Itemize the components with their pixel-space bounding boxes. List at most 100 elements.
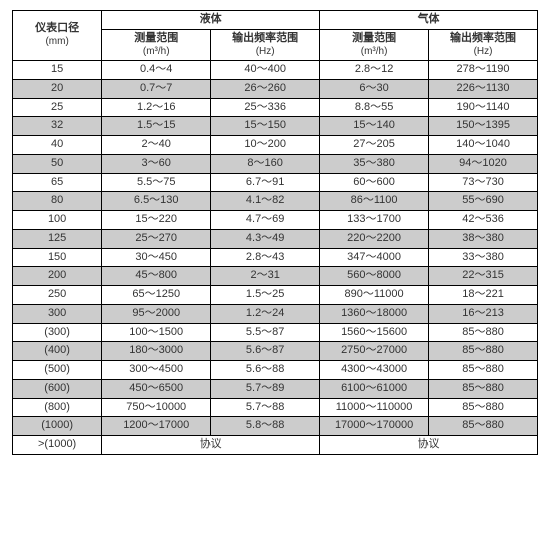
cell: 1560～15600	[320, 323, 429, 342]
cell: 38～380	[429, 229, 538, 248]
cell: 1360～18000	[320, 304, 429, 323]
table-header: 仪表口径 (mm) 液体 气体 测量范围 (m³/h) 输出频率范围 (Hz) …	[13, 11, 538, 61]
cell: 6.7～91	[211, 173, 320, 192]
cell: 190～1140	[429, 98, 538, 117]
cell: 2.8～12	[320, 61, 429, 80]
cell: 55～690	[429, 192, 538, 211]
cell: 140～1040	[429, 136, 538, 155]
cell: 65	[13, 173, 102, 192]
cell: 26～260	[211, 79, 320, 98]
cell: (500)	[13, 361, 102, 380]
cell: 2～40	[102, 136, 211, 155]
header-diameter: 仪表口径 (mm)	[13, 11, 102, 61]
cell: 300～4500	[102, 361, 211, 380]
cell: 85～880	[429, 361, 538, 380]
cell: 2.8～43	[211, 248, 320, 267]
cell: (400)	[13, 342, 102, 361]
table-row: 12525～2704.3～49220～220038～380	[13, 229, 538, 248]
cell: 16～213	[429, 304, 538, 323]
cell: 30～450	[102, 248, 211, 267]
cell: 42～536	[429, 211, 538, 230]
cell: 85～880	[429, 323, 538, 342]
cell: 278～1190	[429, 61, 538, 80]
cell: 25～270	[102, 229, 211, 248]
cell: >(1000)	[13, 436, 102, 455]
cell: 15～150	[211, 117, 320, 136]
cell: 100	[13, 211, 102, 230]
cell: 85～880	[429, 417, 538, 436]
cell: 0.4～4	[102, 61, 211, 80]
cell: 5.6～88	[211, 361, 320, 380]
cell: (1000)	[13, 417, 102, 436]
cell: 73～730	[429, 173, 538, 192]
spec-table: 仪表口径 (mm) 液体 气体 测量范围 (m³/h) 输出频率范围 (Hz) …	[12, 10, 538, 455]
cell: 85～880	[429, 398, 538, 417]
cell: 890～11000	[320, 286, 429, 305]
table-row-last: >(1000)协议协议	[13, 436, 538, 455]
cell: 86～1100	[320, 192, 429, 211]
cell: 18～221	[429, 286, 538, 305]
cell: 27～205	[320, 136, 429, 155]
header-liquid-freq: 输出频率范围 (Hz)	[211, 29, 320, 60]
table-row: 321.5～1515～15015～140150～1395	[13, 117, 538, 136]
cell: 347～4000	[320, 248, 429, 267]
table-row: 150.4～440～4002.8～12278～1190	[13, 61, 538, 80]
cell: 85～880	[429, 342, 538, 361]
cell: 100～1500	[102, 323, 211, 342]
cell: 33～380	[429, 248, 538, 267]
cell: 85～880	[429, 379, 538, 398]
cell: 1.5～15	[102, 117, 211, 136]
table-row: (400)180～30005.6～872750～2700085～880	[13, 342, 538, 361]
cell: 1200～17000	[102, 417, 211, 436]
cell: 300	[13, 304, 102, 323]
header-liquid-range: 测量范围 (m³/h)	[102, 29, 211, 60]
table-row: (1000)1200～170005.8～8817000～17000085～880	[13, 417, 538, 436]
header-gas-group: 气体	[320, 11, 538, 30]
cell: 17000～170000	[320, 417, 429, 436]
cell: 4300～43000	[320, 361, 429, 380]
table-row: 15030～4502.8～43347～400033～380	[13, 248, 538, 267]
table-row: (600)450～65005.7～896100～6100085～880	[13, 379, 538, 398]
cell: 250	[13, 286, 102, 305]
header-gas-freq: 输出频率范围 (Hz)	[429, 29, 538, 60]
cell: 25	[13, 98, 102, 117]
cell: 1.2～24	[211, 304, 320, 323]
table-row: 806.5～1304.1～8286～110055～690	[13, 192, 538, 211]
cell: 80	[13, 192, 102, 211]
cell: 11000～110000	[320, 398, 429, 417]
header-liquid-group: 液体	[102, 11, 320, 30]
cell: 226～1130	[429, 79, 538, 98]
cell: 6.5～130	[102, 192, 211, 211]
table-row: 655.5～756.7～9160～60073～730	[13, 173, 538, 192]
cell: 4.3～49	[211, 229, 320, 248]
cell: 2750～27000	[320, 342, 429, 361]
table-body: 150.4～440～4002.8～12278～1190200.7～726～260…	[13, 61, 538, 455]
table-row: (800)750～100005.7～8811000～11000085～880	[13, 398, 538, 417]
cell: 22～315	[429, 267, 538, 286]
cell: 15～140	[320, 117, 429, 136]
table-row: 20045～8002～31560～800022～315	[13, 267, 538, 286]
cell: 560～8000	[320, 267, 429, 286]
cell: 8.8～55	[320, 98, 429, 117]
cell: 40～400	[211, 61, 320, 80]
cell: 50	[13, 154, 102, 173]
cell: 95～2000	[102, 304, 211, 323]
cell: (300)	[13, 323, 102, 342]
cell: 5.6～87	[211, 342, 320, 361]
cell-merged-gas: 协议	[320, 436, 538, 455]
cell: 6100～61000	[320, 379, 429, 398]
table-row: 402～4010～20027～205140～1040	[13, 136, 538, 155]
cell: 10～200	[211, 136, 320, 155]
table-row: 503～608～16035～38094～1020	[13, 154, 538, 173]
cell: 25～336	[211, 98, 320, 117]
table-row: 25065～12501.5～25890～1100018～221	[13, 286, 538, 305]
cell: 6～30	[320, 79, 429, 98]
cell: 8～160	[211, 154, 320, 173]
cell: 125	[13, 229, 102, 248]
cell: 35～380	[320, 154, 429, 173]
cell: 1.5～25	[211, 286, 320, 305]
cell: 32	[13, 117, 102, 136]
cell: 60～600	[320, 173, 429, 192]
table-row: 30095～20001.2～241360～1800016～213	[13, 304, 538, 323]
cell: 220～2200	[320, 229, 429, 248]
